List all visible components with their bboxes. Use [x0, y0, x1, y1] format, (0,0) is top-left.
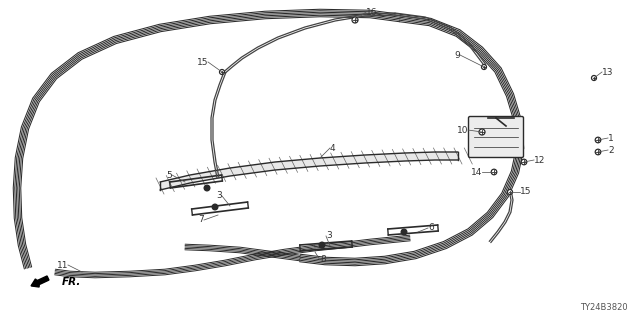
Circle shape [595, 149, 601, 155]
FancyBboxPatch shape [468, 116, 524, 157]
Circle shape [508, 189, 513, 195]
Text: 11: 11 [56, 260, 68, 269]
Circle shape [479, 129, 485, 135]
FancyArrow shape [31, 276, 49, 287]
Text: 16: 16 [366, 7, 378, 17]
Text: 6: 6 [428, 223, 434, 233]
Text: TY24B3820: TY24B3820 [580, 303, 628, 312]
Text: 4: 4 [330, 143, 335, 153]
Text: 12: 12 [534, 156, 545, 164]
Text: 9: 9 [454, 51, 460, 60]
Text: 15: 15 [196, 58, 208, 67]
Text: 10: 10 [456, 125, 468, 134]
Circle shape [352, 17, 358, 23]
Text: 1: 1 [608, 133, 614, 142]
Circle shape [521, 159, 527, 165]
Text: 7: 7 [198, 215, 204, 225]
Circle shape [481, 65, 486, 69]
Text: 5: 5 [166, 171, 172, 180]
Text: 3: 3 [216, 191, 222, 201]
Text: 2: 2 [608, 146, 614, 155]
Text: FR.: FR. [62, 277, 81, 287]
Circle shape [595, 137, 601, 143]
Circle shape [220, 69, 225, 75]
Circle shape [204, 185, 210, 191]
Circle shape [492, 169, 497, 175]
Circle shape [591, 76, 596, 81]
Text: 14: 14 [470, 167, 482, 177]
Text: 13: 13 [602, 68, 614, 76]
Circle shape [212, 204, 218, 210]
Text: 3: 3 [326, 231, 332, 241]
Polygon shape [160, 152, 458, 190]
Text: 8: 8 [320, 255, 326, 265]
Circle shape [401, 229, 407, 235]
Circle shape [319, 242, 325, 248]
Text: 15: 15 [520, 188, 531, 196]
